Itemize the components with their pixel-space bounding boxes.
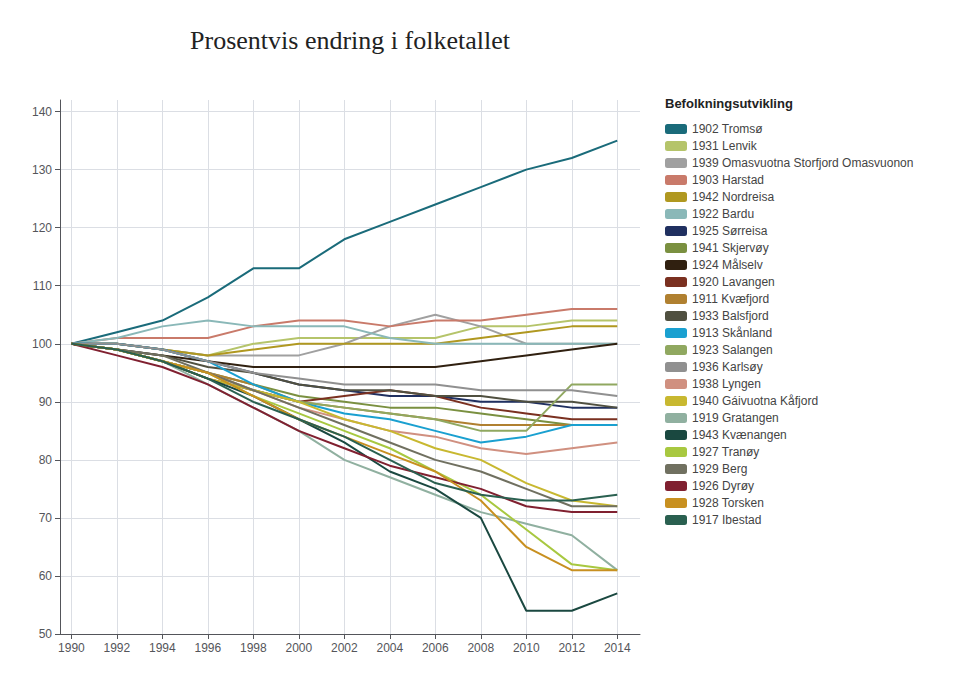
svg-text:1939 Omasvuotna Storfjord Omas: 1939 Omasvuotna Storfjord Omasvuonon bbox=[692, 156, 913, 170]
svg-text:1928 Torsken: 1928 Torsken bbox=[692, 496, 764, 510]
svg-text:90: 90 bbox=[39, 395, 53, 409]
svg-text:2014: 2014 bbox=[604, 641, 631, 655]
svg-text:1992: 1992 bbox=[104, 641, 131, 655]
svg-text:1990: 1990 bbox=[58, 641, 85, 655]
svg-text:Befolkningsutvikling: Befolkningsutvikling bbox=[665, 96, 793, 111]
svg-text:1942 Nordreisa: 1942 Nordreisa bbox=[692, 190, 774, 204]
svg-text:1924 Målselv: 1924 Målselv bbox=[692, 258, 763, 272]
svg-text:2006: 2006 bbox=[422, 641, 449, 655]
svg-text:2004: 2004 bbox=[376, 641, 403, 655]
svg-text:1936 Karlsøy: 1936 Karlsøy bbox=[692, 360, 763, 374]
svg-text:1931 Lenvik: 1931 Lenvik bbox=[692, 139, 758, 153]
svg-text:70: 70 bbox=[39, 511, 53, 525]
svg-text:2010: 2010 bbox=[513, 641, 540, 655]
svg-text:100: 100 bbox=[32, 337, 52, 351]
svg-text:1998: 1998 bbox=[240, 641, 267, 655]
svg-text:2000: 2000 bbox=[285, 641, 312, 655]
svg-text:1902 Tromsø: 1902 Tromsø bbox=[692, 122, 763, 136]
svg-text:1919 Gratangen: 1919 Gratangen bbox=[692, 411, 779, 425]
svg-text:1929 Berg: 1929 Berg bbox=[692, 462, 747, 476]
svg-text:1917 Ibestad: 1917 Ibestad bbox=[692, 513, 761, 527]
svg-text:140: 140 bbox=[32, 105, 52, 119]
svg-text:130: 130 bbox=[32, 163, 52, 177]
svg-text:1933 Balsfjord: 1933 Balsfjord bbox=[692, 309, 769, 323]
svg-text:1922 Bardu: 1922 Bardu bbox=[692, 207, 754, 221]
svg-text:1903 Harstad: 1903 Harstad bbox=[692, 173, 764, 187]
svg-text:80: 80 bbox=[39, 453, 53, 467]
svg-text:1994: 1994 bbox=[149, 641, 176, 655]
svg-text:1943 Kvænangen: 1943 Kvænangen bbox=[692, 428, 787, 442]
svg-text:1940 Gáivuotna Kåfjord: 1940 Gáivuotna Kåfjord bbox=[692, 394, 818, 408]
svg-text:1911 Kvæfjord: 1911 Kvæfjord bbox=[692, 292, 769, 306]
svg-text:60: 60 bbox=[39, 569, 53, 583]
svg-text:1926 Dyrøy: 1926 Dyrøy bbox=[692, 479, 754, 493]
svg-text:120: 120 bbox=[32, 221, 52, 235]
svg-text:1913 Skånland: 1913 Skånland bbox=[692, 326, 772, 340]
svg-text:1923 Salangen: 1923 Salangen bbox=[692, 343, 773, 357]
svg-text:1941 Skjervøy: 1941 Skjervøy bbox=[692, 241, 769, 255]
svg-text:1938 Lyngen: 1938 Lyngen bbox=[692, 377, 761, 391]
svg-text:1996: 1996 bbox=[194, 641, 221, 655]
svg-text:50: 50 bbox=[39, 627, 53, 641]
svg-text:1927 Tranøy: 1927 Tranøy bbox=[692, 445, 759, 459]
svg-text:2012: 2012 bbox=[558, 641, 585, 655]
svg-text:Prosentvis endring i folketall: Prosentvis endring i folketallet bbox=[190, 26, 511, 55]
svg-text:2008: 2008 bbox=[467, 641, 494, 655]
svg-text:1920 Lavangen: 1920 Lavangen bbox=[692, 275, 775, 289]
svg-text:110: 110 bbox=[33, 279, 52, 293]
svg-text:1925 Sørreisa: 1925 Sørreisa bbox=[692, 224, 768, 238]
svg-text:2002: 2002 bbox=[331, 641, 358, 655]
